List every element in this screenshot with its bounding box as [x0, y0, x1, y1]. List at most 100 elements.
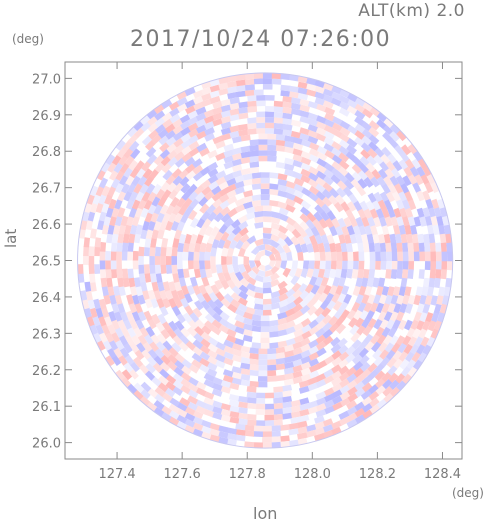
radar-cell [316, 151, 328, 162]
radar-cell [275, 363, 286, 371]
radar-cell [300, 343, 311, 353]
radar-cell [277, 190, 288, 198]
radar-cell [204, 284, 214, 295]
radar-cell [98, 298, 107, 310]
radar-cell [161, 392, 173, 403]
radar-cell [308, 345, 319, 355]
radar-cell [171, 168, 182, 179]
radar-cell [231, 348, 242, 357]
radar-cell [168, 281, 177, 292]
radar-cell [267, 150, 277, 157]
radar-cell [116, 242, 123, 252]
radar-cell [262, 205, 272, 212]
radar-cell [137, 175, 148, 187]
radar-cell [361, 317, 371, 329]
radar-cell [385, 269, 392, 279]
radar-cell [361, 121, 373, 132]
radar-cell [275, 145, 286, 152]
radar-cell [312, 268, 320, 279]
radar-cell [271, 430, 281, 437]
radar-cell [142, 341, 153, 353]
radar-cell [413, 251, 420, 262]
radar-cell [385, 319, 395, 331]
radar-cell [323, 405, 335, 415]
radar-cell [430, 251, 437, 262]
radar-cell [153, 289, 162, 301]
radar-cell [219, 311, 230, 322]
radar-cell [215, 341, 226, 351]
radar-cell [89, 202, 98, 214]
radar-cell [158, 368, 170, 379]
radar-cell [300, 162, 312, 172]
radar-cell [323, 142, 335, 153]
radar-cell [424, 182, 434, 194]
radar-cell [209, 95, 221, 104]
radar-cell [323, 136, 335, 147]
radar-cell [220, 110, 232, 118]
radar-cell [433, 320, 443, 332]
radar-cell [247, 95, 258, 102]
radar-cell [111, 177, 121, 189]
radar-cell [123, 147, 134, 159]
radar-cell [267, 133, 277, 140]
radar-cell [226, 433, 237, 441]
radar-cell [379, 242, 387, 253]
radar-cell [406, 233, 414, 244]
radar-cell [187, 116, 199, 126]
radar-cell [167, 156, 179, 167]
radar-cell [273, 402, 284, 410]
radar-cell [162, 212, 171, 223]
radar-cell [198, 357, 210, 368]
radar-cell [293, 177, 305, 187]
radar-cell [137, 294, 146, 305]
radar-cell [271, 436, 281, 443]
radar-cell [392, 350, 403, 362]
radar-cell [347, 392, 358, 403]
radar-cell [367, 294, 376, 305]
radar-cell [281, 407, 292, 414]
radar-cell [223, 339, 234, 349]
axis-ticks: 127.4 127.6 127.8 128.0 128.2 128.426.026.126… [32, 62, 462, 482]
radar-cell [215, 170, 227, 180]
radar-cell [237, 303, 248, 313]
radar-cell [199, 166, 211, 176]
radar-cell [113, 347, 123, 359]
radar-cell [278, 225, 289, 234]
radar-cell [231, 285, 242, 296]
radar-cell [273, 414, 283, 421]
radar-cell [364, 169, 375, 181]
radar-cell [211, 185, 222, 196]
radar-cell [204, 251, 211, 261]
radar-cell [228, 405, 240, 413]
radar-cell [363, 333, 374, 345]
radar-cell [443, 224, 451, 236]
radar-cell [122, 277, 130, 288]
radar-cell [98, 210, 107, 222]
radar-cell [362, 101, 374, 112]
radar-cell [114, 294, 123, 305]
radar-cell [238, 123, 249, 131]
radar-cell [277, 178, 288, 187]
radar-cell [265, 111, 275, 118]
radar-cell [220, 115, 232, 124]
radar-cell [293, 296, 304, 306]
radar-cell [246, 276, 257, 286]
radar-cell [146, 154, 158, 165]
radar-cell [314, 427, 325, 436]
radar-cell [379, 319, 389, 330]
radar-cell [116, 147, 127, 159]
radar-cell [207, 336, 219, 347]
radar-cell [157, 313, 167, 325]
radar-cell [354, 387, 366, 398]
radar-cell [210, 226, 220, 237]
radar-cell [314, 276, 324, 287]
radar-cell [293, 183, 305, 193]
radar-cell [176, 90, 188, 100]
radar-cell [98, 331, 108, 343]
radar-cell [231, 225, 242, 236]
radar-cell [395, 380, 407, 392]
radar-cell [360, 149, 371, 160]
radar-cell [115, 169, 125, 181]
radar-cell [188, 363, 200, 374]
radar-cell [298, 380, 310, 389]
